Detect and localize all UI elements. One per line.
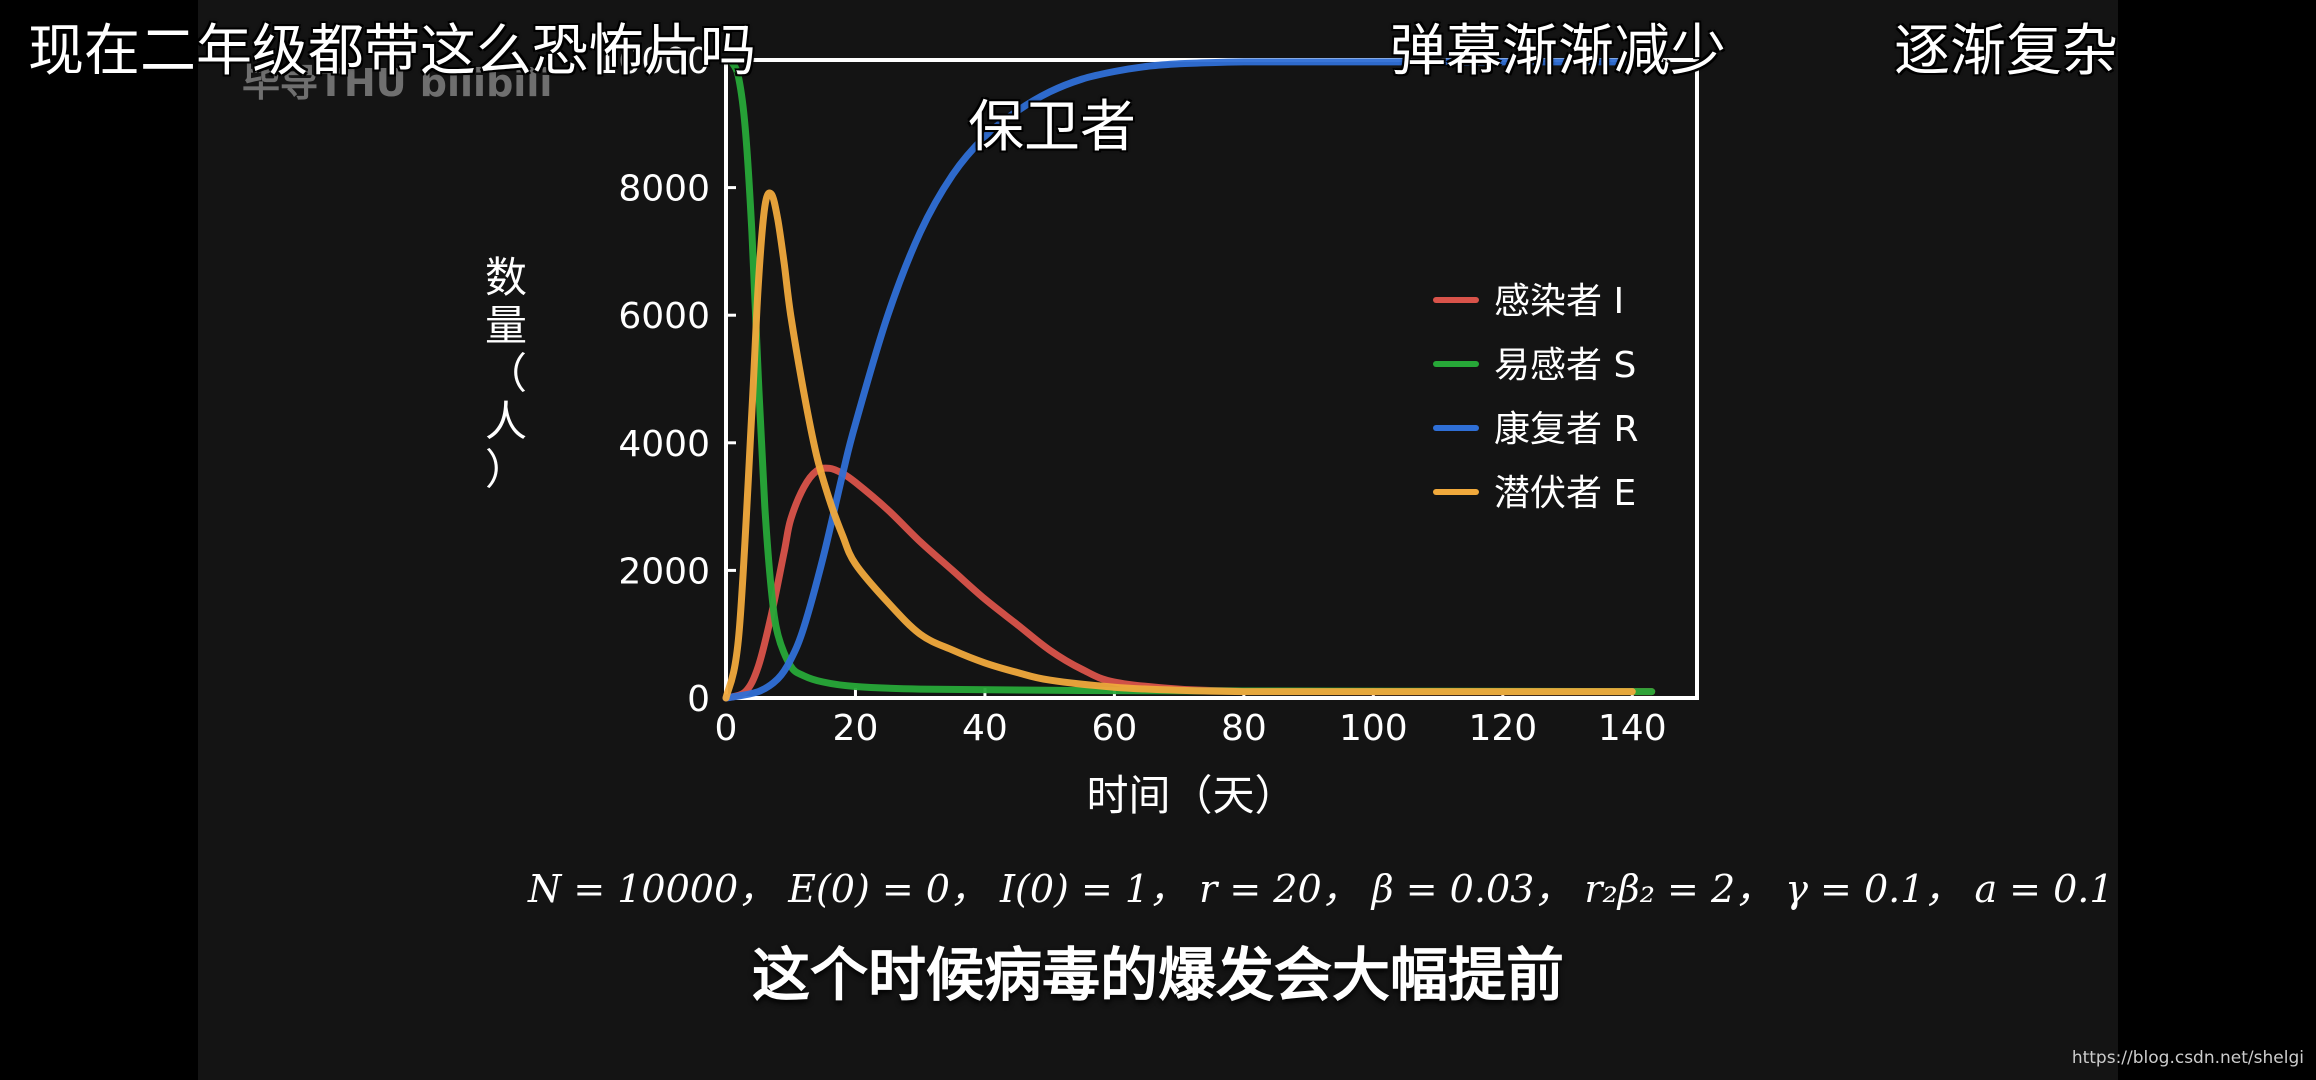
x-axis-title: 时间（天） bbox=[1086, 771, 1296, 820]
chart-axes: 0 20 40 60 80 100 120 140 0 2000 4000 6000 8000 10000 bbox=[595, 41, 1699, 749]
video-frame[interactable] bbox=[198, 0, 2118, 1080]
x-tick-label: 120 bbox=[1468, 708, 1537, 749]
legend-label-2: 康复者 R bbox=[1494, 409, 1638, 450]
legend-label-3: 潜伏者 E bbox=[1494, 473, 1636, 514]
series-line-3 bbox=[722, 189, 1636, 702]
series-line-1 bbox=[722, 56, 1656, 696]
series-line-2 bbox=[722, 58, 1636, 702]
x-tick-label: 40 bbox=[962, 708, 1008, 749]
model-parameters: N = 10000， E(0) = 0， I(0) = 1， r = 20， β… bbox=[528, 867, 2114, 911]
y-tick-label: 2000 bbox=[618, 551, 710, 592]
x-tick-label: 100 bbox=[1339, 708, 1408, 749]
y-tick-label: 8000 bbox=[618, 169, 710, 210]
x-tick-label: 80 bbox=[1221, 708, 1267, 749]
x-tick-label: 20 bbox=[833, 708, 879, 749]
chart-labels: 时间（天） 数量（人） bbox=[485, 253, 1297, 820]
x-tick-label: 0 bbox=[715, 708, 738, 749]
bilibili-watermark: 毕导THU bilibili bbox=[242, 61, 553, 105]
danmaku-comment-1: 现在二年级都带这么恐怖片吗 bbox=[28, 19, 756, 84]
video-subtitle: 这个时候病毒的爆发会大幅提前 bbox=[751, 941, 1564, 1009]
danmaku-comment-2: 保卫者 bbox=[968, 95, 1136, 160]
legend-label-0: 感染者 I bbox=[1494, 281, 1624, 322]
y-tick-label: 10000 bbox=[595, 41, 710, 82]
source-watermark-url: https://blog.csdn.net/shelgi bbox=[2071, 1048, 2304, 1068]
x-tick-label: 140 bbox=[1598, 708, 1667, 749]
y-tick-label: 0 bbox=[687, 679, 710, 720]
danmaku-comment-3: 弹幕渐渐减少 bbox=[1390, 19, 1726, 84]
y-tick-label: 4000 bbox=[618, 424, 710, 465]
chart-legend: 感染者 I 易感者 S 康复者 R 潜伏者 E bbox=[1433, 281, 1638, 514]
danmaku-comment-4: 逐渐复杂 bbox=[1894, 19, 2118, 84]
x-tick-label: 60 bbox=[1091, 708, 1137, 749]
y-tick-label: 6000 bbox=[618, 296, 710, 337]
chart-series bbox=[722, 56, 1656, 702]
legend-label-1: 易感者 S bbox=[1494, 345, 1636, 386]
y-axis-title: 数量（人） bbox=[485, 253, 527, 494]
